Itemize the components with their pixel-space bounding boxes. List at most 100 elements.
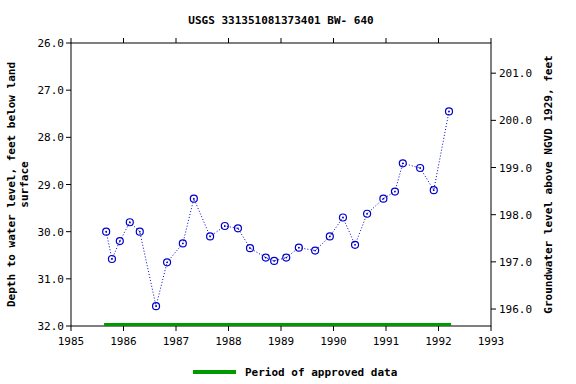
data-point (391, 188, 398, 195)
data-point-center (237, 227, 239, 229)
data-point-center (111, 258, 113, 260)
chart: USGS 331351081373401 BW- 640 1985 1986 1987… (0, 0, 576, 384)
x-tick (176, 38, 177, 43)
data-point (207, 233, 214, 240)
data-point-center (182, 243, 184, 245)
x-tick (228, 38, 229, 43)
data-point-center (298, 247, 300, 249)
y-axis-label-line: Depth to water level, feet below land (5, 62, 18, 307)
data-point (399, 160, 406, 167)
x-tick (228, 326, 229, 331)
y2-axis-label: Groundwater level above NGVD 1929, feet (542, 55, 555, 313)
y2-tick (491, 73, 496, 74)
data-point (295, 244, 302, 251)
x-tick-label: 1987 (163, 335, 190, 348)
data-point-center (448, 110, 450, 112)
data-point (380, 195, 387, 202)
y-axis-label: Depth to water level, feet below landsur… (5, 62, 31, 307)
plot-frame (71, 43, 491, 326)
x-tick (281, 38, 282, 43)
data-point (179, 240, 186, 247)
data-point (108, 256, 115, 263)
y-tick (66, 90, 71, 91)
y-tick (66, 231, 71, 232)
x-tick (123, 38, 124, 43)
y2-tick-label: 196.0 (499, 303, 532, 316)
data-point-center (329, 235, 331, 237)
y2-tick (491, 167, 496, 168)
data-point (234, 225, 241, 232)
data-point-center (394, 191, 396, 193)
data-point-center (193, 198, 195, 200)
data-point-center (249, 247, 251, 249)
data-point (446, 108, 453, 115)
data-point-center (155, 305, 157, 307)
title: USGS 331351081373401 BW- 640 (188, 14, 373, 27)
y2-tick (491, 261, 496, 262)
y2-tick (491, 214, 496, 215)
data-point (136, 228, 143, 235)
data-point-center (285, 257, 287, 259)
x-tick (333, 326, 334, 331)
data-point (116, 238, 123, 245)
y-tick-label: 32.0 (38, 320, 65, 333)
y2-tick-label: 199.0 (499, 162, 532, 175)
y-tick-label: 31.0 (38, 273, 65, 286)
x-tick (71, 38, 72, 43)
y2-tick (491, 120, 496, 121)
data-point (430, 187, 437, 194)
x-tick-label: 1985 (58, 335, 85, 348)
data-point (364, 210, 371, 217)
data-point (190, 195, 197, 202)
data-point (283, 254, 290, 261)
x-tick-label: 1988 (215, 335, 242, 348)
y2-tick-label: 200.0 (499, 114, 532, 127)
data-point (153, 303, 160, 310)
data-point-center (314, 250, 316, 252)
data-point-center (119, 240, 121, 242)
y-tick (66, 43, 71, 44)
data-point-center (209, 235, 211, 237)
y2-tick (491, 309, 496, 310)
x-tick (386, 38, 387, 43)
data-point-center (105, 231, 107, 233)
x-tick-label: 1989 (268, 335, 295, 348)
approved-period-bar (104, 323, 451, 326)
y-tick-label: 26.0 (38, 37, 65, 50)
data-point-center (265, 257, 267, 259)
data-point (326, 233, 333, 240)
data-point (262, 254, 269, 261)
y-tick (66, 326, 71, 327)
y-tick-label: 30.0 (38, 226, 65, 239)
x-tick (176, 326, 177, 331)
y2-tick-label: 201.0 (499, 67, 532, 80)
data-point (103, 228, 110, 235)
data-point-center (273, 260, 275, 262)
y-tick-label: 28.0 (38, 131, 65, 144)
data-point (221, 223, 228, 230)
legend-swatch (193, 370, 236, 374)
y-axis-label-line: surface (18, 161, 31, 208)
data-point (312, 247, 319, 254)
data-point (417, 164, 424, 171)
x-tick-label: 1986 (110, 335, 137, 348)
y2-tick-label: 197.0 (499, 256, 532, 269)
data-point-center (402, 162, 404, 164)
series-line (106, 111, 449, 306)
x-tick (123, 326, 124, 331)
data-point-center (342, 217, 344, 219)
y-tick-label: 29.0 (38, 179, 65, 192)
y-tick (66, 184, 71, 185)
data-point (126, 219, 133, 226)
data-point-center (433, 189, 435, 191)
x-tick (438, 38, 439, 43)
data-point-center (166, 261, 168, 263)
x-tick (386, 326, 387, 331)
x-tick-label: 1993 (478, 335, 505, 348)
y2-tick-label: 198.0 (499, 209, 532, 222)
y-tick (66, 137, 71, 138)
x-tick (491, 326, 492, 331)
data-point (164, 259, 171, 266)
x-tick-label: 1990 (320, 335, 347, 348)
x-tick (281, 326, 282, 331)
